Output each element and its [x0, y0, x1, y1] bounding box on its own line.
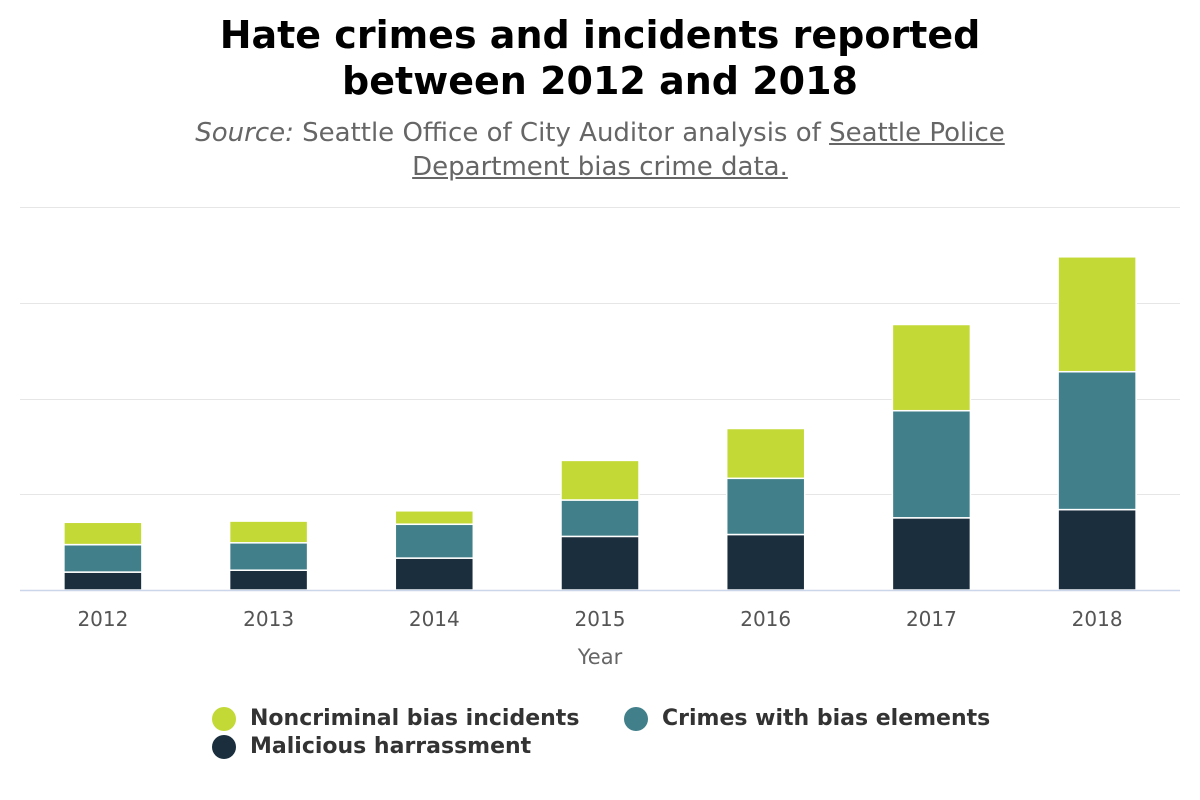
chart-title-line-2: between 2012 and 2018: [342, 59, 858, 103]
source-label: Source:: [195, 118, 294, 148]
x-axis: 2012 2013 2014 2015 2016 2017 2018: [20, 589, 1180, 631]
bar-segment-2018-noncriminal[interactable]: [1057, 256, 1137, 373]
bar-segment-2016-noncriminal[interactable]: [725, 427, 806, 480]
bar-segment-2016-crimes[interactable]: [725, 477, 806, 536]
bars: [63, 256, 1137, 591]
chart-title-line-1: Hate crimes and incidents reported: [219, 13, 981, 57]
bar-segment-2017-malicious[interactable]: [891, 517, 972, 591]
legend-dot-noncriminal: [212, 706, 236, 731]
legend-item-noncriminal[interactable]: Noncriminal bias incidents: [212, 706, 579, 731]
source-text: Seattle Office of City Auditor analysis …: [293, 118, 830, 148]
bar-segment-2018-malicious[interactable]: [1057, 508, 1137, 591]
bar-segment-2016-malicious[interactable]: [725, 533, 806, 591]
bar-segment-2014-malicious[interactable]: [394, 557, 475, 591]
x-tick-label: 2014: [409, 607, 460, 631]
chart-subtitle: Source: Seattle Office of City Auditor a…: [0, 116, 1200, 184]
bar-segment-2015-crimes[interactable]: [560, 499, 640, 538]
legend-item-malicious[interactable]: Malicious harrassment: [212, 734, 531, 759]
x-tick-label: 2012: [77, 607, 128, 631]
bar-segment-2015-malicious[interactable]: [560, 535, 640, 591]
legend-dot-malicious: [212, 734, 236, 759]
bar-segment-2013-noncriminal[interactable]: [228, 520, 309, 544]
source-link-line-1[interactable]: Seattle Police: [829, 118, 1005, 148]
source-link-line-2[interactable]: Department bias crime data.: [412, 152, 788, 182]
grid-lines: [20, 207, 1180, 495]
bar-segment-2012-malicious[interactable]: [63, 571, 143, 591]
bar-segment-2013-malicious[interactable]: [228, 569, 309, 591]
x-tick-label: 2016: [740, 607, 791, 631]
x-tick-label: 2018: [1072, 607, 1123, 631]
legend-label: Malicious harrassment: [250, 734, 532, 759]
bar-segment-2014-crimes[interactable]: [394, 523, 475, 559]
bar-segment-2018-crimes[interactable]: [1057, 370, 1137, 511]
bar-segment-2013-crimes[interactable]: [228, 542, 309, 571]
legend-item-crimes[interactable]: Crimes with bias elements: [624, 706, 990, 731]
bar-segment-2017-noncriminal[interactable]: [891, 323, 972, 412]
legend-label: Noncriminal bias incidents: [250, 706, 580, 731]
bar-segment-2012-crimes[interactable]: [63, 543, 143, 573]
bar-segment-2015-noncriminal[interactable]: [560, 459, 640, 501]
chart-title: Hate crimes and incidents reported betwe…: [0, 12, 1200, 104]
x-tick-label: 2013: [243, 607, 294, 631]
bar-segment-2017-crimes[interactable]: [891, 409, 972, 519]
x-tick-label: 2017: [906, 607, 957, 631]
bar-segment-2014-noncriminal[interactable]: [394, 510, 475, 525]
legend-dot-crimes: [624, 706, 648, 731]
legend-label: Crimes with bias elements: [662, 706, 991, 731]
x-tick-label: 2015: [575, 607, 626, 631]
bar-segment-2012-noncriminal[interactable]: [63, 521, 143, 546]
x-axis-title: Year: [577, 645, 623, 669]
